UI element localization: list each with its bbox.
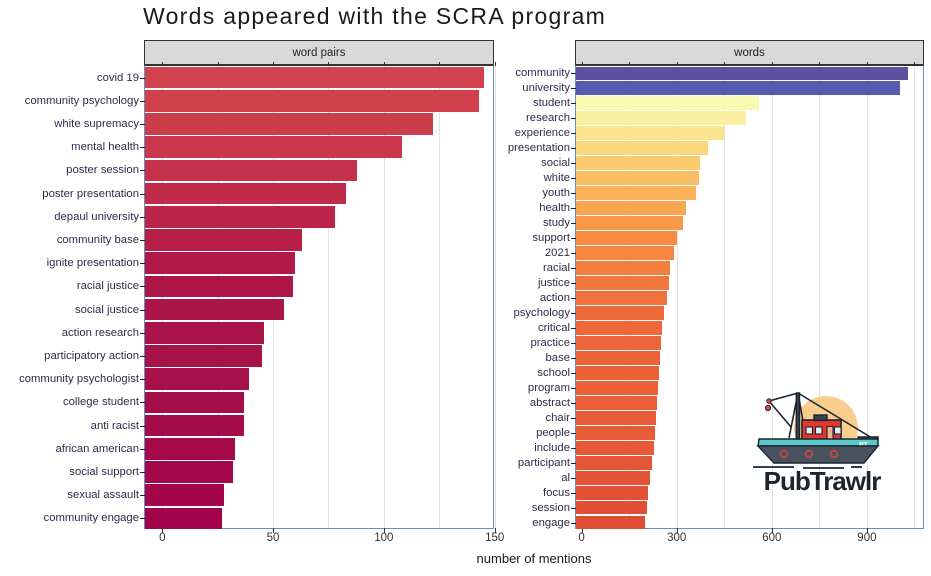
svg-text:PubTrawlr: PubTrawlr (764, 466, 882, 495)
